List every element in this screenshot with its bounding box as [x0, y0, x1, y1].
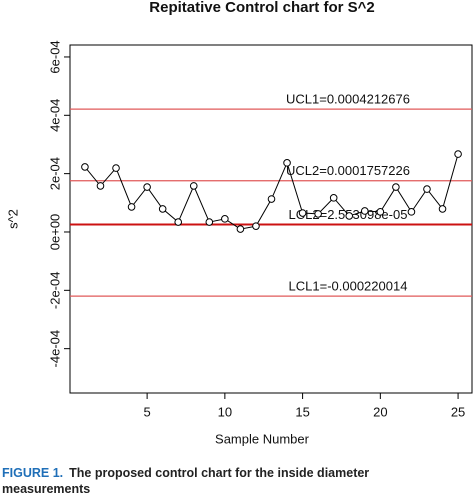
data-point — [96, 182, 105, 190]
control-limit-label: LCL1=-0.000220014 — [289, 279, 408, 294]
x-tick-label: 20 — [373, 404, 387, 419]
x-tick-label: 10 — [218, 404, 232, 419]
data-point — [392, 183, 400, 191]
control-limit-label: UCL2=0.0001757226 — [286, 163, 410, 178]
caption-text: The proposed control chart for the insid… — [2, 466, 370, 496]
data-point — [314, 210, 322, 218]
data-point — [205, 218, 214, 226]
caption: FIGURE 1. The proposed control chart for … — [2, 465, 442, 497]
data-point — [158, 205, 167, 213]
x-tick-label: 25 — [451, 404, 465, 419]
data-point — [454, 150, 462, 158]
control-limit-label: UCL1=0.0004212676 — [286, 92, 410, 107]
data-point — [329, 194, 338, 202]
data-point — [423, 185, 431, 193]
data-point — [143, 183, 151, 191]
x-axis-label: Sample Number — [215, 431, 310, 446]
y-axis-label: s^2 — [5, 209, 20, 229]
data-point — [81, 163, 89, 171]
data-point — [283, 159, 291, 167]
data-point — [438, 205, 447, 213]
data-point — [236, 225, 245, 233]
chart: Repitative Control chart for S^2 Sample … — [5, 0, 473, 446]
x-tick-label: 5 — [144, 404, 151, 419]
data-point — [267, 195, 276, 203]
y-tick-label: 2e-04 — [47, 157, 62, 190]
data-point — [252, 222, 260, 230]
data-point — [174, 218, 183, 226]
y-tick-label: -2e-04 — [47, 272, 62, 310]
data-point — [376, 208, 385, 216]
data-point — [360, 207, 369, 215]
y-tick-label: -4e-04 — [47, 330, 62, 368]
y-tick-label: 4e-04 — [47, 99, 62, 132]
x-tick-label: 15 — [295, 404, 309, 419]
chart-title: Repitative Control chart for S^2 — [149, 0, 374, 16]
data-point — [298, 209, 307, 217]
data-point — [221, 215, 229, 223]
plot-frame — [69, 44, 473, 394]
data-point — [407, 208, 416, 216]
data-point — [345, 212, 354, 220]
data-point — [112, 164, 120, 172]
y-tick-label: 6e-04 — [47, 40, 62, 73]
caption-label: FIGURE 1. — [2, 466, 64, 480]
data-point — [189, 182, 198, 190]
data-point — [127, 203, 136, 211]
y-tick-label: 0e+00 — [47, 214, 62, 251]
